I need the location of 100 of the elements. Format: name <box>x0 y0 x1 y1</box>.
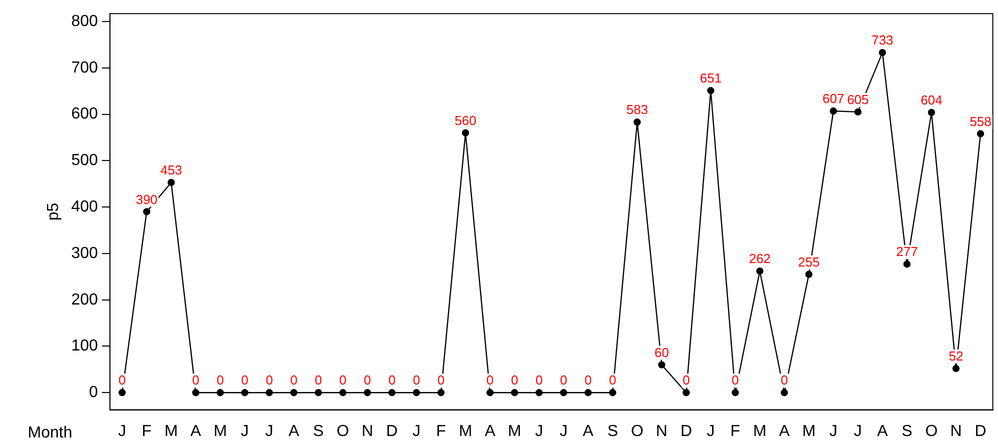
x-tick-label: F <box>436 422 446 440</box>
point <box>266 389 273 396</box>
point <box>290 389 298 396</box>
point <box>216 389 224 396</box>
data-label: 262 <box>748 251 771 266</box>
point <box>339 389 346 396</box>
data-label: 0 <box>339 372 346 388</box>
x-tick-label: A <box>484 422 496 440</box>
point <box>510 389 518 396</box>
point <box>388 389 396 396</box>
point <box>609 389 616 396</box>
point <box>168 178 175 186</box>
data-label: 0 <box>584 372 592 388</box>
y-tick-label: 700 <box>71 59 98 76</box>
x-tick-label: J <box>854 422 862 440</box>
x-tick-label: O <box>336 422 350 440</box>
x-tick-label: F <box>142 422 152 440</box>
data-label: 558 <box>970 114 992 129</box>
data-label: 277 <box>896 244 918 260</box>
data-label: 0 <box>364 372 372 388</box>
point <box>658 361 666 368</box>
point <box>976 130 984 138</box>
data-label: 0 <box>732 372 739 388</box>
data-label: 255 <box>798 254 820 270</box>
data-label: 605 <box>847 92 869 108</box>
point <box>928 108 936 116</box>
data-label: 0 <box>560 372 568 388</box>
point <box>854 108 862 116</box>
data-label: 0 <box>192 372 200 388</box>
point <box>878 48 886 56</box>
data-label: 0 <box>216 372 224 388</box>
x-tick-label: D <box>680 422 692 440</box>
x-tick-label: N <box>362 422 374 440</box>
data-label: 0 <box>118 372 126 388</box>
x-tick-label: M <box>508 422 522 440</box>
x-tick-label: J <box>706 422 715 440</box>
point <box>412 389 420 396</box>
point <box>314 389 322 396</box>
data-label: 60 <box>654 344 669 360</box>
x-tick-label: S <box>313 422 324 440</box>
data-label: 651 <box>700 70 722 86</box>
x-tick-label: A <box>877 422 888 440</box>
data-label: 0 <box>609 372 616 388</box>
x-tick-label: J <box>240 422 249 440</box>
x-tick-label: D <box>386 422 398 440</box>
point <box>682 389 690 396</box>
data-label: 607 <box>822 91 844 106</box>
point <box>732 389 739 396</box>
data-label: 0 <box>780 372 788 388</box>
data-label: 0 <box>412 372 420 388</box>
y-tick-label: 500 <box>71 152 98 170</box>
x-tick-label: J <box>265 422 274 440</box>
y-tick-label: 800 <box>71 12 98 30</box>
data-label: 0 <box>682 372 690 388</box>
x-tick-label: J <box>535 422 544 440</box>
point <box>241 389 248 396</box>
x-tick-label: D <box>974 422 986 440</box>
x-tick-label: O <box>925 422 938 440</box>
data-label: 0 <box>290 372 298 388</box>
x-tick-label: M <box>753 422 766 440</box>
data-label: 453 <box>160 162 182 178</box>
point <box>584 389 592 396</box>
data-label: 52 <box>948 348 964 364</box>
y-tick-label: 600 <box>71 106 98 123</box>
point <box>192 389 200 396</box>
y-tick-label: 300 <box>71 244 98 262</box>
point <box>756 267 764 275</box>
point <box>486 389 494 396</box>
data-label: 0 <box>388 372 396 388</box>
x-tick-label: A <box>288 422 300 440</box>
point <box>830 107 837 115</box>
x-tick-label: N <box>950 422 962 440</box>
point <box>118 389 126 396</box>
point <box>805 270 812 278</box>
data-label: 390 <box>136 192 158 207</box>
x-tick-label: J <box>560 422 568 440</box>
y-tick-label: 400 <box>71 198 98 216</box>
data-label: 0 <box>314 372 322 388</box>
point <box>143 208 150 216</box>
x-tick-label: J <box>118 422 126 440</box>
x-tick-label: A <box>779 422 790 440</box>
x-tick-label: M <box>802 422 816 440</box>
point <box>462 129 470 136</box>
x-tick-label: M <box>214 422 227 440</box>
data-label: 583 <box>626 102 648 118</box>
y-tick-label: 200 <box>71 291 98 308</box>
point <box>535 389 543 396</box>
data-label: 0 <box>437 372 445 388</box>
point <box>437 389 445 396</box>
data-label: 560 <box>454 112 476 128</box>
x-tick-label: M <box>458 422 472 440</box>
y-tick-label: 100 <box>71 338 98 355</box>
x-axis-title: Month <box>28 424 72 442</box>
data-label: 0 <box>266 372 273 388</box>
point <box>780 389 788 396</box>
x-tick-label: A <box>582 422 594 440</box>
data-label: 0 <box>241 372 248 388</box>
data-label: 0 <box>486 372 494 388</box>
x-tick-label: J <box>412 422 420 440</box>
x-tick-label: N <box>656 422 668 440</box>
